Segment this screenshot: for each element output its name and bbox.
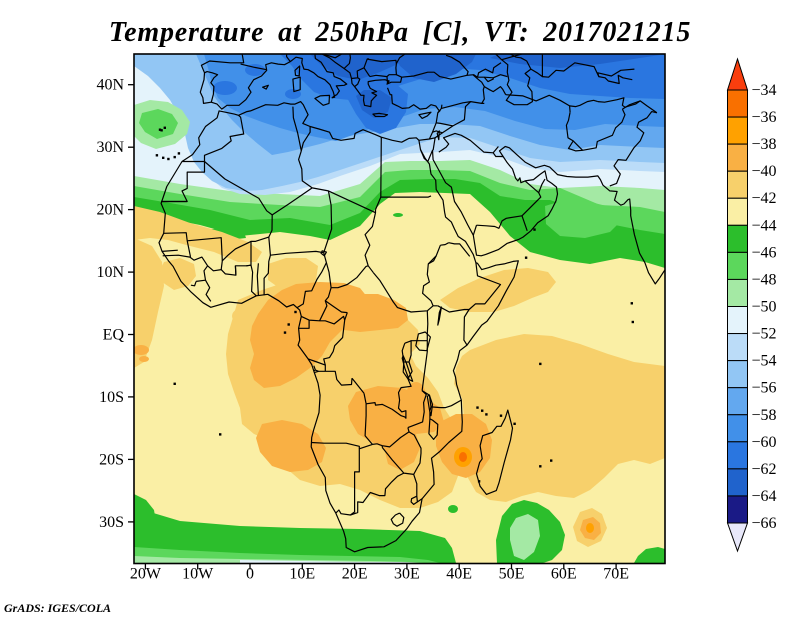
svg-text:10W: 10W	[182, 566, 214, 583]
svg-text:−40: −40	[752, 163, 777, 180]
svg-text:−56: −56	[752, 380, 777, 397]
svg-text:−52: −52	[752, 326, 777, 343]
svg-text:−62: −62	[752, 461, 777, 478]
svg-text:10S: 10S	[99, 389, 124, 406]
svg-text:−60: −60	[752, 434, 777, 451]
svg-text:−48: −48	[752, 271, 777, 288]
svg-text:30E: 30E	[394, 566, 420, 583]
svg-text:30S: 30S	[99, 514, 124, 531]
svg-text:20E: 20E	[342, 566, 368, 583]
svg-text:0: 0	[246, 566, 254, 583]
svg-text:20W: 20W	[130, 566, 162, 583]
svg-text:20N: 20N	[96, 202, 124, 219]
svg-text:20S: 20S	[99, 451, 124, 468]
svg-text:−50: −50	[752, 299, 777, 316]
svg-text:70E: 70E	[603, 566, 629, 583]
svg-text:Temperature at 250hPa [C], VT:: Temperature at 250hPa [C], VT: 201702121…	[109, 17, 691, 48]
svg-text:60E: 60E	[551, 566, 577, 583]
svg-text:40N: 40N	[96, 77, 124, 94]
svg-text:30N: 30N	[96, 139, 124, 156]
svg-text:10N: 10N	[96, 264, 124, 281]
svg-text:GrADS: IGES/COLA: GrADS: IGES/COLA	[4, 601, 111, 615]
svg-text:−64: −64	[752, 488, 777, 505]
svg-text:−42: −42	[752, 190, 777, 207]
svg-text:40E: 40E	[446, 566, 472, 583]
svg-text:−58: −58	[752, 407, 777, 424]
svg-text:10E: 10E	[289, 566, 315, 583]
svg-text:−66: −66	[752, 515, 777, 532]
svg-text:−46: −46	[752, 244, 777, 261]
svg-text:−34: −34	[752, 82, 777, 99]
svg-text:EQ: EQ	[103, 327, 125, 344]
svg-text:−54: −54	[752, 353, 777, 370]
svg-text:50E: 50E	[499, 566, 525, 583]
svg-text:−36: −36	[752, 109, 777, 126]
svg-text:−38: −38	[752, 136, 777, 153]
svg-text:−44: −44	[752, 217, 777, 234]
